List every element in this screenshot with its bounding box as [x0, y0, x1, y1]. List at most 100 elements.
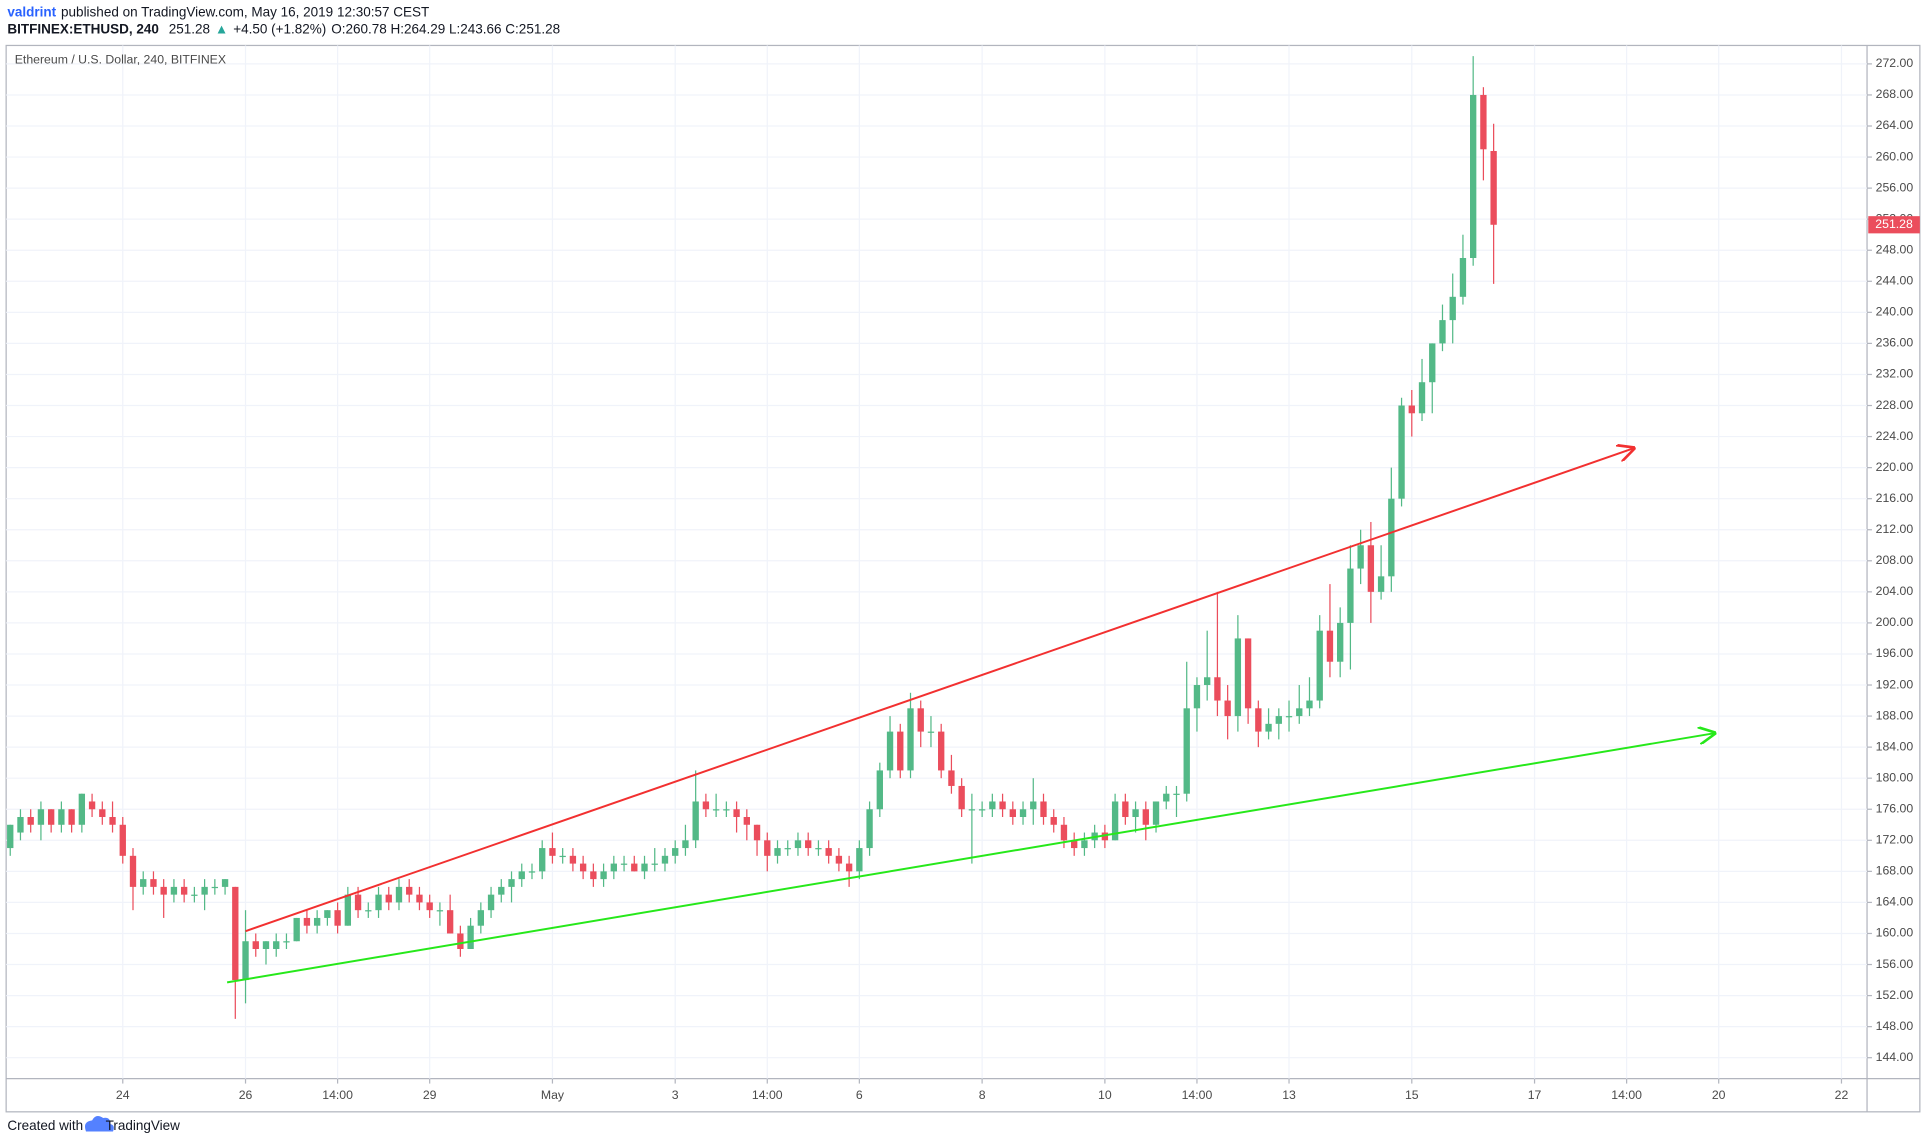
candle-body	[78, 793, 86, 825]
candle-body	[27, 817, 34, 825]
candle-body	[1439, 320, 1446, 344]
x-tick-label: 15	[1405, 1088, 1419, 1102]
candle-body	[1081, 840, 1088, 849]
candle-body	[989, 801, 996, 810]
x-tick-label: 3	[672, 1088, 679, 1102]
y-tick-label: 184.00	[1876, 739, 1914, 753]
candle-body	[712, 809, 720, 811]
candle-body	[1326, 630, 1334, 662]
candle-body	[375, 894, 382, 911]
candle-body	[232, 886, 239, 981]
candle-body	[1306, 700, 1313, 709]
candle-body	[999, 801, 1006, 810]
trend-line	[245, 448, 1634, 933]
grid: 144.00 148.00 152.00 156.00 160.00 164.00 168.…	[6, 45, 1913, 1102]
footer-logo	[84, 1116, 114, 1132]
candle-body	[1040, 801, 1047, 818]
candle-body	[150, 879, 157, 887]
candle-body	[293, 917, 300, 942]
y-tick-label: 180.00	[1876, 770, 1914, 784]
candle-body	[539, 848, 546, 872]
header-line-2: BITFINEX:ETHUSD, 240 251.28 ▲ +4.50 (+1.82%…	[7, 21, 560, 36]
y-tick-label: 232.00	[1876, 367, 1914, 381]
candle-body	[1418, 382, 1426, 414]
candle-body	[917, 708, 924, 732]
candle-body	[37, 809, 45, 825]
y-tick-label: 196.00	[1876, 646, 1914, 660]
candle-body	[1101, 832, 1109, 841]
candle-body	[88, 801, 96, 810]
author: valdrint	[7, 4, 56, 19]
y-tick-label: 244.00	[1876, 274, 1914, 288]
x-tick-label: 8	[979, 1088, 986, 1102]
candle-body	[518, 871, 525, 880]
candle-body	[1183, 708, 1190, 794]
x-tick-label: 14:00	[752, 1088, 783, 1102]
candle-body	[1009, 809, 1016, 818]
candle-body	[416, 894, 423, 903]
candle-body	[242, 941, 249, 981]
x-tick-label: 22	[1835, 1088, 1849, 1102]
candle-body	[815, 848, 822, 850]
candle-body	[753, 824, 761, 841]
y-tick-label: 220.00	[1876, 460, 1914, 474]
candle-body	[794, 840, 802, 849]
candle-body	[1367, 545, 1375, 592]
x-tick-label: 13	[1282, 1088, 1296, 1102]
y-tick-label: 172.00	[1876, 833, 1914, 847]
y-tick-label: 164.00	[1876, 895, 1914, 909]
y-tick-label: 176.00	[1876, 801, 1914, 815]
candle-body	[866, 809, 873, 849]
x-tick-label: 29	[423, 1088, 437, 1102]
candle-body	[569, 855, 577, 864]
candle-body	[221, 879, 229, 887]
candle-body	[1347, 568, 1354, 623]
candle-body	[1142, 809, 1149, 825]
y-tick-label: 240.00	[1876, 305, 1914, 319]
chart-title: Ethereum / U.S. Dollar, 240, BITFINEX	[15, 52, 226, 66]
y-tick-label: 144.00	[1876, 1050, 1914, 1064]
candle-body	[1388, 498, 1395, 577]
candle-body	[68, 809, 75, 825]
candle-body	[457, 933, 464, 949]
candle-body	[436, 910, 444, 912]
y-tick-label: 168.00	[1876, 864, 1914, 878]
candle-body	[1030, 801, 1037, 810]
candle-body	[477, 910, 485, 926]
candle-body	[702, 801, 710, 810]
candle-body	[743, 817, 750, 825]
y-tick-label: 212.00	[1876, 522, 1914, 536]
x-tick-label: 17	[1528, 1088, 1542, 1102]
candle-body	[1316, 630, 1323, 701]
candle-body	[1173, 793, 1180, 795]
candle-body	[498, 886, 505, 895]
candle-body	[201, 886, 208, 895]
candle-body	[927, 731, 935, 733]
candle-body	[1398, 405, 1405, 499]
x-tick-label: 26	[239, 1088, 253, 1102]
last-price-label: 251.28	[1875, 217, 1913, 231]
candle-body	[467, 925, 474, 949]
trend-line	[226, 733, 1714, 984]
arrow: ▲	[215, 21, 228, 36]
candle-body	[1357, 545, 1364, 569]
candle-body	[324, 910, 331, 918]
candle-body	[160, 886, 167, 895]
candle-body	[1163, 793, 1170, 802]
x-tick-label: 10	[1098, 1088, 1112, 1102]
candle-body	[354, 894, 362, 911]
candle-body	[365, 910, 372, 912]
y-tick-label: 264.00	[1876, 118, 1914, 132]
x-tick-label: 14:00	[1182, 1088, 1213, 1102]
candle-body	[1071, 840, 1078, 849]
candle-body	[180, 886, 188, 895]
footer: Created with TradingView	[7, 1116, 180, 1133]
y-tick-label: 268.00	[1876, 87, 1914, 101]
footer-brand: TradingView	[106, 1118, 181, 1133]
y-tick-label: 204.00	[1876, 584, 1914, 598]
y-tick-label: 208.00	[1876, 553, 1914, 567]
candle-body	[119, 824, 126, 856]
candle-body	[1214, 677, 1221, 701]
candle-body	[1193, 685, 1201, 709]
